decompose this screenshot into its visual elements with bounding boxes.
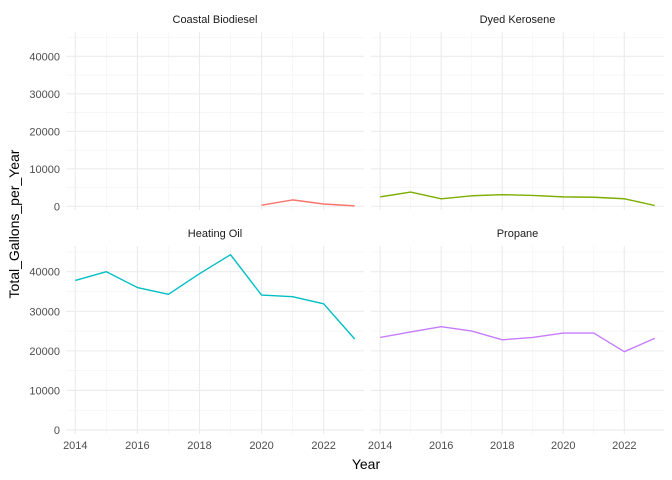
y-tick-label: 30000	[29, 89, 60, 101]
y-tick-label: 30000	[29, 306, 60, 318]
x-tick-label: 2018	[187, 440, 211, 452]
x-tick-label: 2022	[311, 440, 335, 452]
series-line	[261, 199, 355, 207]
x-tick-label: 2022	[612, 440, 636, 452]
panel-title: Propane	[497, 228, 539, 240]
y-tick-label: 20000	[29, 346, 60, 358]
x-axis-title: Year	[352, 456, 381, 472]
x-tick-label: 2018	[490, 440, 514, 452]
y-tick-label: 10000	[29, 385, 60, 397]
y-tick-label: 0	[54, 201, 60, 213]
y-axis-title: Total_Gallons_per_Year	[6, 149, 22, 298]
panel-title: Dyed Kerosene	[480, 14, 556, 26]
x-tick-label: 2016	[125, 440, 149, 452]
y-tick-label: 20000	[29, 126, 60, 138]
y-tick-label: 10000	[29, 164, 60, 176]
x-tick-label: 2014	[63, 440, 87, 452]
series-line	[380, 191, 655, 207]
y-tick-label: 40000	[29, 51, 60, 63]
panel-dyed-kerosene: Dyed Kerosene	[371, 14, 664, 210]
x-tick-label: 2020	[551, 440, 575, 452]
panel-heating-oil: Heating Oil 0 10000 20000 30000 40000 2014 2016…	[29, 228, 364, 452]
panels-layer: Coastal Biodiesel 0 10000 20000 30000 40000 Dy…	[29, 14, 664, 452]
y-tick-label: 40000	[29, 267, 60, 279]
panel-title: Heating Oil	[188, 228, 242, 240]
x-tick-label: 2020	[249, 440, 273, 452]
panel-propane: Propane 2014 2016 2018 2020 2022	[368, 228, 664, 452]
x-tick-label: 2016	[429, 440, 453, 452]
x-tick-label: 2014	[368, 440, 392, 452]
series-line	[75, 254, 356, 340]
y-tick-label: 0	[54, 425, 60, 437]
series-line	[380, 326, 656, 353]
panel-title: Coastal Biodiesel	[173, 14, 258, 26]
panel-coastal-biodiesel: Coastal Biodiesel 0 10000 20000 30000 40000	[29, 14, 364, 213]
